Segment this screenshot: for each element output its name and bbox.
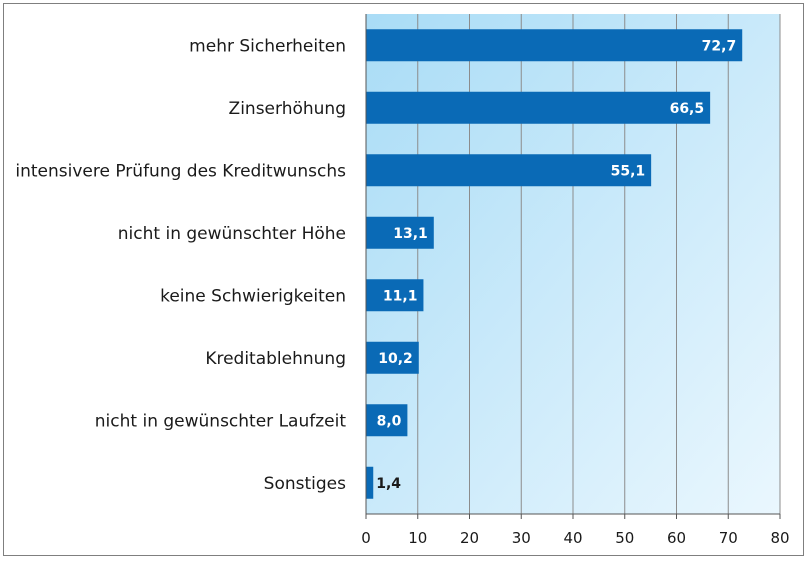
value-labels: 72,7 66,5 55,1 13,1 11,1 10,2 8,0 1,4 — [376, 38, 736, 492]
bar-value-label: 11,1 — [383, 288, 418, 304]
bar-value-label: 13,1 — [393, 226, 428, 242]
x-tick-label: 20 — [460, 529, 479, 547]
bar — [366, 29, 743, 62]
x-tick-label: 40 — [563, 529, 582, 547]
x-axis: 0 10 20 30 40 50 60 70 80 — [361, 14, 790, 547]
category-label: mehr Sicherheiten — [189, 36, 346, 56]
bar — [366, 466, 374, 499]
x-tick-label: 70 — [719, 529, 738, 547]
category-label: intensivere Prüfung des Kreditwunschs — [15, 161, 346, 181]
category-label: Sonstiges — [264, 474, 346, 494]
x-tick-label: 0 — [361, 529, 371, 547]
x-tick-label: 60 — [667, 529, 686, 547]
bar-value-label: 1,4 — [376, 476, 401, 492]
bar-value-label: 8,0 — [377, 413, 402, 429]
bar — [366, 341, 419, 374]
x-tick-label: 10 — [408, 529, 427, 547]
x-tick-label: 80 — [770, 529, 789, 547]
bar — [366, 404, 408, 437]
category-label: nicht in gewünschter Höhe — [118, 224, 346, 244]
category-label: keine Schwierigkeiten — [160, 286, 346, 306]
bars — [366, 29, 743, 499]
x-tick-label: 30 — [512, 529, 531, 547]
bar — [366, 216, 434, 249]
bar-value-label: 55,1 — [611, 163, 646, 179]
bar — [366, 91, 711, 124]
bar — [366, 279, 424, 312]
x-tick-label: 50 — [615, 529, 634, 547]
bar — [366, 154, 652, 187]
bar-value-label: 66,5 — [670, 101, 705, 117]
category-label: Kreditablehnung — [205, 349, 346, 369]
bar-value-label: 10,2 — [378, 351, 413, 367]
category-labels: mehr Sicherheiten Zinserhöhung intensivere… — [15, 36, 346, 494]
category-label: nicht in gewünschter Laufzeit — [95, 411, 347, 431]
category-label: Zinserhöhung — [229, 99, 346, 119]
bar-value-label: 72,7 — [702, 38, 737, 54]
